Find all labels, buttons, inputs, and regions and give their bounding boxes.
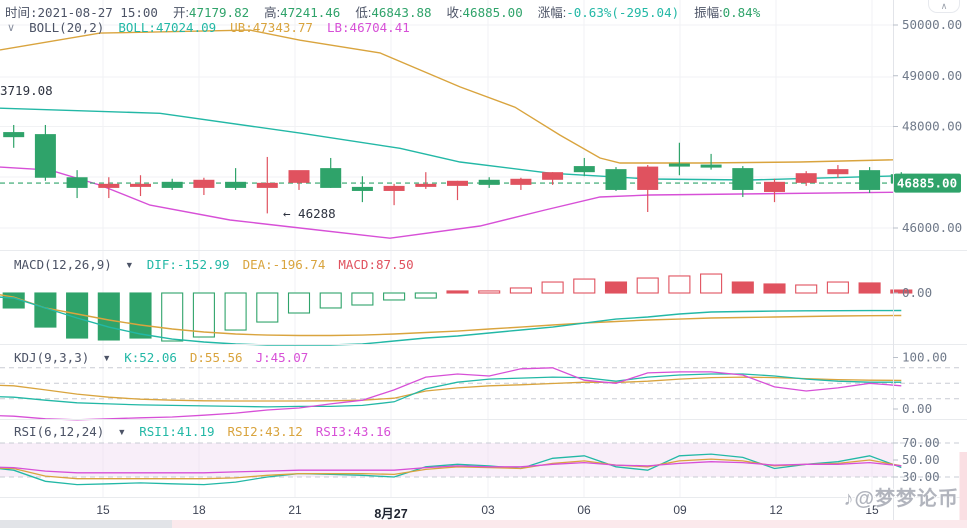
scrollbar-thumb[interactable] [172,520,967,528]
kdj-d-value: D:55.56 [189,350,243,365]
svg-text:50.00: 50.00 [902,452,940,467]
chart-scrollbar [0,520,967,528]
kdj-j-value: J:45.07 [255,350,309,365]
boll-mid-value: BOLL:47024.09 [118,20,217,35]
kdj-legend-bar: KDJ(9,3,3) ▼ K:52.06 D:55.56 J:45.07 [14,350,308,365]
amplitude-field: 振幅:0.84% [694,5,761,20]
collapse-indicator-icon[interactable]: ∨ [7,22,16,34]
close-field: 收:46885.00 [446,5,523,20]
rsi-dropdown-icon[interactable]: ▼ [117,426,127,437]
scrollbar-track-left[interactable] [0,520,172,528]
boll-ub-value: UB:47343.77 [230,20,313,35]
svg-text:0.00: 0.00 [902,401,932,416]
svg-text:46885.00: 46885.00 [897,176,957,191]
time-axis-label: 15 [96,503,110,517]
svg-text:100.00: 100.00 [902,350,947,365]
rsi-rsi3-value: RSI3:43.16 [315,424,392,439]
macd-dropdown-icon[interactable]: ▼ [124,259,134,270]
time-field: 时间:2021-08-27 15:00 [5,5,158,20]
svg-text:70.00: 70.00 [902,435,940,450]
open-field: 开:47179.82 [172,5,250,20]
collapse-panel-tab[interactable]: ∧ [928,0,960,13]
change-field: 涨幅:-0.63%(-295.04) [537,5,680,20]
low-price-annotation: ← 46288 [283,206,336,221]
chevron-up-icon: ∧ [940,0,948,11]
macd-macd-value: MACD:87.50 [338,257,414,272]
macd-name[interactable]: MACD(12,26,9) [14,257,112,272]
kdj-name[interactable]: KDJ(9,3,3) [14,350,90,365]
ohlc-info-bar: 时间:2021-08-27 15:00 开:47179.82 高:47241.4… [5,2,760,21]
svg-text:49000.00: 49000.00 [902,68,962,83]
watermark-text: @梦梦论币 [854,488,959,510]
rsi-rsi1-value: RSI1:41.19 [139,424,215,439]
time-axis-label: 12 [769,503,783,517]
time-axis-label: 21 [288,503,302,517]
time-axis-label: 03 [481,503,495,517]
svg-text:50000.00: 50000.00 [902,17,962,32]
svg-text:30.00: 30.00 [902,469,940,484]
boll-lb-value: LB:46704.41 [326,20,410,35]
macd-dea-value: DEA:-196.74 [242,257,326,272]
time-axis-label: 09 [673,503,687,517]
rsi-legend-bar: RSI(6,12,24) ▼ RSI1:41.19 RSI2:43.12 RSI… [14,424,391,439]
rsi-rsi2-value: RSI2:43.12 [227,424,303,439]
svg-text:48000.00: 48000.00 [902,119,962,134]
svg-text:46000.00: 46000.00 [902,220,962,235]
macd-dif-value: DIF:-152.99 [146,257,230,272]
time-axis-label: 18 [192,503,206,517]
high-field: 高:47241.46 [264,5,341,20]
kdj-dropdown-icon[interactable]: ▼ [102,352,112,363]
low-field: 低:46843.88 [355,5,432,20]
macd-legend-bar: MACD(12,26,9) ▼ DIF:-152.99 DEA:-196.74 … [14,257,414,272]
douyin-note-icon: ♪ [843,488,855,510]
watermark: ♪@梦梦论币 [843,482,959,511]
time-axis-label: 15 [865,503,879,517]
time-axis-label: 06 [577,503,591,517]
rsi-name[interactable]: RSI(6,12,24) [14,424,105,439]
kdj-k-value: K:52.06 [124,350,177,365]
time-axis-label: 8月27 [374,507,408,521]
high-price-annotation: 3719.08 [0,83,53,98]
boll-legend-bar: ∨ BOLL(20,2) BOLL:47024.09 UB:47343.77 L… [7,20,410,35]
boll-name[interactable]: BOLL(20,2) [29,20,105,35]
svg-text:0.00: 0.00 [902,285,932,300]
